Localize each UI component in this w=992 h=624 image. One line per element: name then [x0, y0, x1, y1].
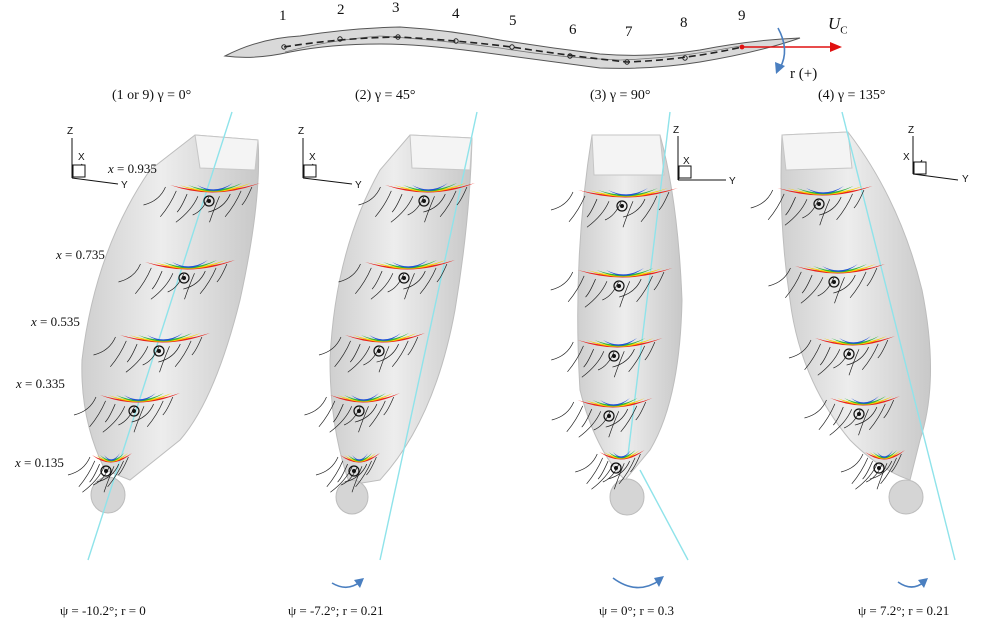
- axis-z-2: Z: [298, 126, 304, 137]
- point-label-3: 3: [392, 0, 400, 16]
- velocity-label: UC: [828, 14, 848, 37]
- rotation-arrowhead: [775, 62, 785, 74]
- station-label-0135: x = 0.135: [15, 455, 64, 470]
- hull-1: [81, 111, 260, 561]
- rotation-label: r (+): [790, 66, 818, 82]
- rotation-arrowhead-3: [654, 576, 664, 587]
- point-label-2: 2: [337, 2, 345, 18]
- vortex-slice-3-4: [551, 398, 653, 438]
- hull-2: [329, 111, 478, 561]
- axis-y-4: Y: [962, 174, 969, 185]
- panel-title-2: (2) γ = 45°: [355, 88, 416, 103]
- vortex-slice-2-3: [318, 333, 425, 373]
- vortex-slice-3-3: [551, 338, 663, 378]
- velocity-arrowhead: [830, 42, 842, 52]
- panel-footer-1: ψ = -10.2°; r = 0: [60, 603, 146, 618]
- axis-y-3: Y: [729, 176, 736, 187]
- axis-y-1: Y: [121, 180, 128, 191]
- axis-z-4: Z: [908, 125, 914, 136]
- station-label-0935: x = 0.935: [108, 161, 157, 176]
- axis-x-2: X: [309, 152, 316, 163]
- rotation-arrow-2: [331, 581, 361, 589]
- vortex-slice-1-1: [143, 183, 260, 223]
- vortex-slice-3-2: [550, 268, 673, 308]
- vortex-slice-2-1: [358, 183, 475, 223]
- hull-4: [780, 111, 956, 561]
- point-label-5: 5: [509, 13, 517, 29]
- trajectory-centerline: [283, 36, 743, 63]
- station-label-0535: x = 0.535: [31, 314, 80, 329]
- axis-x-4: X: [903, 152, 910, 163]
- vortex-slice-4-5: [840, 450, 905, 490]
- axis-z-1: Z: [67, 126, 73, 137]
- axis-triad-3: [677, 136, 726, 181]
- axis-triad-4: [912, 136, 959, 181]
- station-label-0735: x = 0.735: [56, 247, 105, 262]
- rotation-arrow-3: [612, 577, 661, 589]
- axis-x-1: X: [78, 152, 85, 163]
- rotation-arrowhead-4: [918, 578, 928, 588]
- vortex-slice-1-3: [93, 333, 210, 373]
- axis-triad-1: [71, 138, 119, 185]
- vortex-slice-1-5: [67, 453, 132, 493]
- vortex-slice-2-4: [304, 393, 400, 433]
- panel-footer-2: ψ = -7.2°; r = 0.21: [288, 603, 384, 618]
- vortex-slice-1-4: [73, 393, 180, 433]
- axis-x-3: X: [683, 156, 690, 167]
- rotation-arrowhead-2: [354, 578, 364, 588]
- vortex-slice-4-2: [768, 264, 885, 304]
- panel-footer-4: ψ = 7.2°; r = 0.21: [858, 603, 950, 618]
- vortex-slice-4-4: [804, 396, 900, 436]
- trajectory-edge: [284, 35, 741, 61]
- vortex-slices: [67, 183, 905, 493]
- vortex-slice-4-1: [750, 186, 873, 226]
- vortex-slice-4-3: [788, 336, 895, 376]
- panel-title-4: (4) γ = 135°: [818, 88, 886, 103]
- panel-title-1: (1 or 9) γ = 0°: [112, 88, 192, 103]
- point-label-9: 9: [738, 8, 746, 24]
- station-label-0335: x = 0.335: [16, 376, 65, 391]
- trajectory-points: [281, 34, 688, 65]
- axis-y-2: Y: [355, 180, 362, 191]
- hull-3: [577, 111, 689, 561]
- axis-z-3: Z: [673, 125, 679, 136]
- vortex-slice-2-5: [315, 453, 380, 493]
- vortex-slice-2-2: [338, 260, 455, 300]
- vortex-slice-3-5: [575, 450, 645, 490]
- panel-title-3: (3) γ = 90°: [590, 88, 651, 103]
- vortex-slice-3-1: [550, 188, 678, 228]
- point-label-6: 6: [569, 22, 577, 38]
- axis-triad-2: [302, 138, 353, 185]
- point-label-7: 7: [625, 24, 633, 40]
- point-label-8: 8: [680, 15, 688, 31]
- point-label-4: 4: [452, 6, 460, 22]
- panel-footer-3: ψ = 0°; r = 0.3: [599, 603, 674, 618]
- trajectory-strip: [223, 26, 842, 74]
- point-label-1: 1: [279, 8, 287, 24]
- vortex-slice-1-2: [118, 260, 235, 300]
- bow-point: [739, 44, 745, 50]
